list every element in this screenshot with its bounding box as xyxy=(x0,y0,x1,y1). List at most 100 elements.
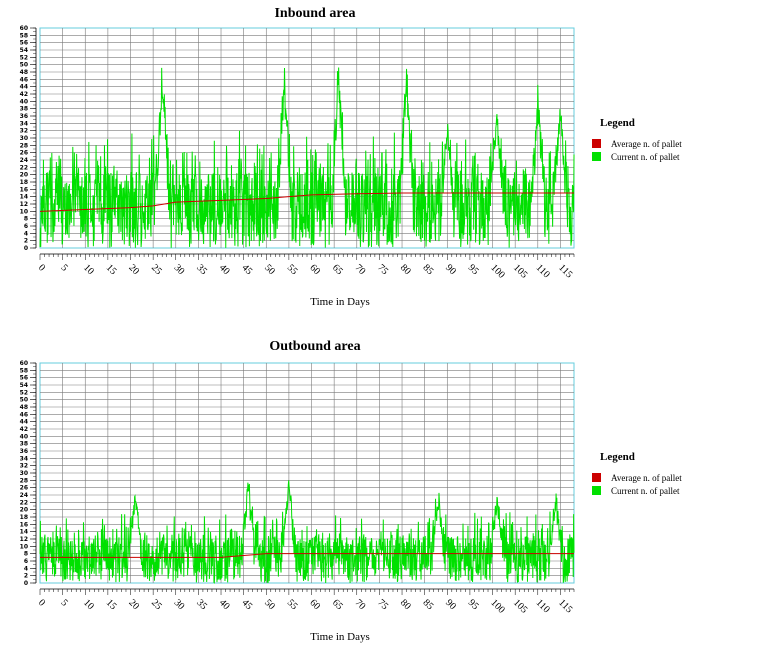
x-tick-label: 85 xyxy=(421,597,436,612)
y-tick-label: 22 xyxy=(20,499,28,506)
x-tick-label: 80 xyxy=(398,262,413,277)
y-tick-label: 54 xyxy=(20,47,28,54)
x-tick-label: 105 xyxy=(511,597,529,615)
y-tick-label: 0 xyxy=(24,580,28,587)
y-tick-label: 32 xyxy=(20,128,28,135)
series-current-line xyxy=(39,67,575,248)
y-tick-label: 16 xyxy=(20,186,28,193)
x-axis-label: Time in Days xyxy=(310,631,370,643)
y-tick-label: 40 xyxy=(20,98,28,105)
y-tick-label: 22 xyxy=(20,164,28,171)
x-tick-label: 95 xyxy=(466,597,481,612)
y-tick-label: 46 xyxy=(20,411,28,418)
legend-title: Legend xyxy=(600,451,635,463)
x-tick-label: 70 xyxy=(353,597,368,612)
legend-label: Average n. of pallet xyxy=(611,138,682,149)
y-tick-label: 34 xyxy=(20,455,28,462)
y-tick-label: 44 xyxy=(20,419,28,426)
legend-label: Current n. of pallet xyxy=(611,485,680,496)
x-tick-label: 75 xyxy=(375,262,390,277)
y-tick-label: 42 xyxy=(20,426,28,433)
y-tick-label: 24 xyxy=(20,492,28,499)
y-tick-label: 60 xyxy=(20,360,28,367)
y-tick-label: 8 xyxy=(24,551,28,558)
y-tick-label: 44 xyxy=(20,84,28,91)
y-tick-label: 20 xyxy=(20,172,28,179)
y-tick-label: 58 xyxy=(20,367,28,374)
y-tick-label: 14 xyxy=(20,194,28,201)
y-tick-label: 40 xyxy=(20,433,28,440)
y-tick-label: 50 xyxy=(20,62,28,69)
y-tick-label: 28 xyxy=(20,477,28,484)
series-average-line xyxy=(40,553,574,558)
y-tick-label: 52 xyxy=(20,54,28,61)
x-tick-label: 100 xyxy=(488,262,506,280)
x-tick-label: 50 xyxy=(262,262,277,277)
y-tick-label: 38 xyxy=(20,106,28,113)
inbound-chart: 0246810121416182022242628303234363840424… xyxy=(20,25,575,281)
legend-title: Legend xyxy=(600,117,635,129)
x-tick-label: 35 xyxy=(194,262,209,277)
y-tick-label: 56 xyxy=(20,375,28,382)
x-tick-label: 65 xyxy=(330,597,345,612)
x-tick-label: 65 xyxy=(330,262,345,277)
x-tick-label: 110 xyxy=(534,262,552,280)
x-tick-label: 35 xyxy=(194,597,209,612)
x-tick-label: 40 xyxy=(217,597,232,612)
x-tick-label: 60 xyxy=(307,262,322,277)
legend-item-average: Average n. of pallet xyxy=(592,471,682,484)
x-tick-label: 45 xyxy=(240,262,255,277)
y-tick-label: 26 xyxy=(20,150,28,157)
x-tick-label: 105 xyxy=(511,262,529,280)
y-tick-label: 24 xyxy=(20,157,28,164)
y-tick-label: 6 xyxy=(24,223,28,230)
y-tick-label: 30 xyxy=(20,135,28,142)
y-tick-label: 42 xyxy=(20,91,28,98)
y-tick-label: 4 xyxy=(24,565,28,572)
x-tick-label: 115 xyxy=(556,262,574,280)
y-tick-label: 2 xyxy=(24,238,28,245)
x-tick-label: 50 xyxy=(262,597,277,612)
y-tick-label: 6 xyxy=(24,558,28,565)
outbound-chart-panel: Outbound area 0 2 4 6 8 10 12 14 16 18 20 22 24 26 28 3… xyxy=(0,335,770,660)
x-tick-label: 0 xyxy=(36,597,47,608)
x-tick-label: 45 xyxy=(240,597,255,612)
chart-title: Inbound area xyxy=(274,6,356,21)
series-current-line xyxy=(39,480,575,584)
x-tick-label: 30 xyxy=(172,262,187,277)
x-tick-label: 25 xyxy=(149,262,164,277)
legend-swatch-current xyxy=(592,152,601,161)
legend-label: Average n. of pallet xyxy=(611,472,682,483)
legend-swatch-average xyxy=(592,139,601,148)
y-tick-label: 46 xyxy=(20,76,28,83)
x-tick-label: 20 xyxy=(126,262,141,277)
y-tick-label: 26 xyxy=(20,485,28,492)
x-tick-label: 15 xyxy=(104,597,119,612)
y-tick-label: 18 xyxy=(20,179,28,186)
y-tick-label: 8 xyxy=(24,216,28,223)
legend-label: Current n. of pallet xyxy=(611,151,680,162)
y-tick-label: 14 xyxy=(20,529,28,536)
y-tick-label: 28 xyxy=(20,142,28,149)
y-tick-label: 34 xyxy=(20,120,28,127)
x-tick-label: 15 xyxy=(104,262,119,277)
legend-item-average: Average n. of pallet xyxy=(592,137,682,150)
y-tick-label: 38 xyxy=(20,441,28,448)
y-tick-label: 58 xyxy=(20,32,28,39)
y-tick-label: 48 xyxy=(20,69,28,76)
outbound-chart: 0246810121416182022242628303234363840424… xyxy=(20,360,575,616)
y-tick-label: 32 xyxy=(20,463,28,470)
legend: Legend Average n. of pallet Current n. o… xyxy=(592,117,682,163)
y-tick-label: 54 xyxy=(20,382,28,389)
x-tick-label: 115 xyxy=(556,597,574,615)
x-tick-label: 85 xyxy=(421,262,436,277)
y-tick-label: 50 xyxy=(20,397,28,404)
y-tick-label: 20 xyxy=(20,507,28,514)
y-tick-label: 48 xyxy=(20,404,28,411)
y-tick-label: 10 xyxy=(20,543,28,550)
y-tick-label: 10 xyxy=(20,208,28,215)
x-axis-label: Time in Days xyxy=(310,296,370,308)
legend-item-current: Current n. of pallet xyxy=(592,484,682,497)
y-tick-label: 12 xyxy=(20,201,28,208)
x-tick-label: 55 xyxy=(285,597,300,612)
